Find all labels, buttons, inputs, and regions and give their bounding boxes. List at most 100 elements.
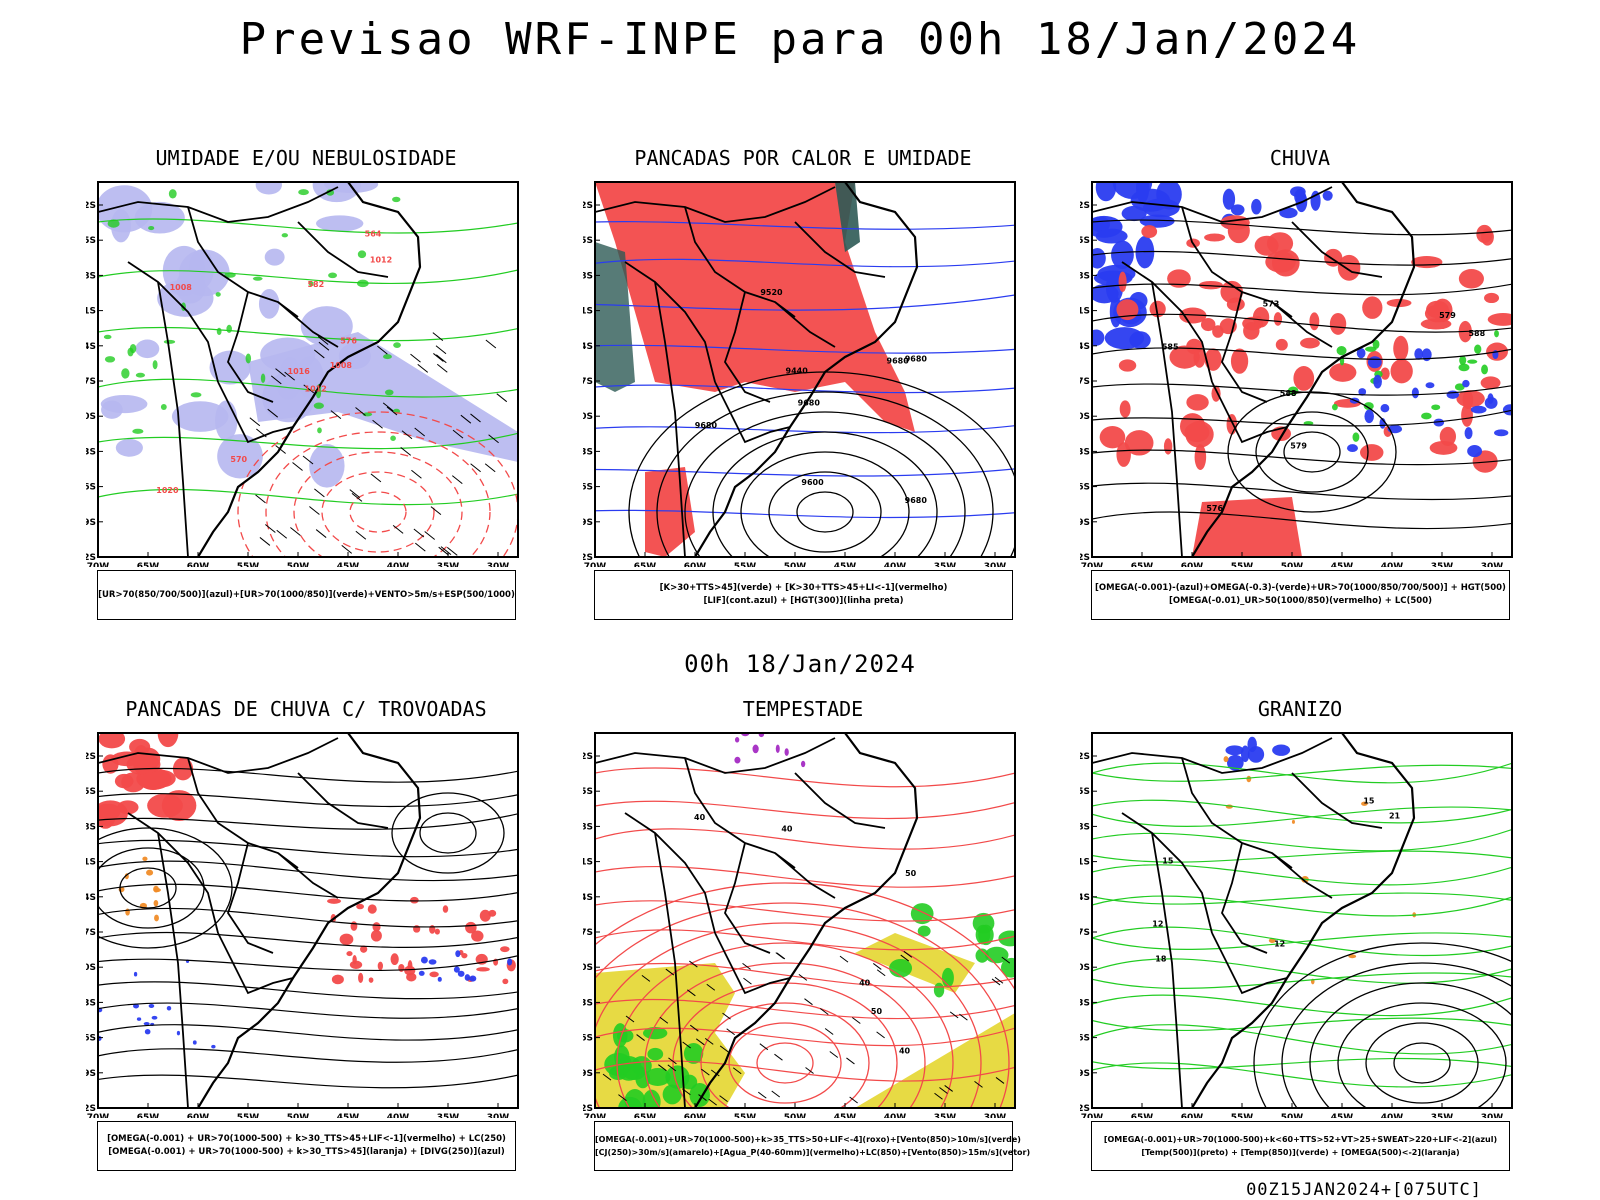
lon-tick-label: 40W — [884, 562, 907, 567]
lat-tick-label: 42S — [86, 553, 96, 563]
field-blob — [1322, 190, 1333, 201]
lat-tick-label: 42S — [1080, 553, 1090, 563]
map-frame — [1091, 181, 1513, 558]
field-blob — [1275, 338, 1288, 351]
wind-vector — [876, 969, 886, 977]
wind-vector — [687, 989, 696, 997]
field-blob — [752, 744, 759, 754]
field-blob — [1358, 388, 1367, 396]
lat-tick-label: 18S — [86, 271, 96, 281]
field-blob — [104, 356, 116, 363]
wind-vector — [275, 368, 286, 378]
contour-label: 573 — [1263, 299, 1280, 308]
wind-vector — [667, 1064, 677, 1072]
wind-vector — [424, 531, 436, 540]
country-border — [1151, 281, 1183, 557]
field-blob — [1246, 775, 1252, 783]
wind-vector — [413, 528, 425, 538]
wind-vector — [290, 527, 301, 536]
field-blob — [331, 974, 344, 985]
field-blob — [500, 946, 510, 953]
lat-tick-label: 39S — [583, 518, 593, 528]
field-blob — [1481, 364, 1488, 375]
field-blob — [1476, 224, 1493, 244]
wind-vector — [726, 1028, 735, 1036]
contour-line — [1253, 942, 1512, 1108]
field-blob — [209, 350, 251, 385]
lon-tick-label: 60W — [1181, 562, 1204, 567]
wind-vector — [903, 950, 913, 958]
field-blob — [933, 982, 945, 998]
field-blob — [1092, 284, 1119, 304]
field-blob — [1300, 337, 1320, 349]
field-blob — [398, 963, 405, 972]
field-blob — [176, 269, 206, 304]
contour-label: 579 — [1439, 311, 1456, 320]
coastline — [1191, 733, 1416, 1108]
field-blob — [734, 756, 741, 764]
wind-vector — [417, 363, 429, 373]
lat-tick-label: 39S — [1080, 518, 1090, 528]
wind-vector — [625, 1015, 635, 1023]
wind-vector — [355, 407, 366, 416]
panel-tempestade: TEMPESTADE 40 40 50 50 40 40 12S 15S 18S 21S 24S 27… — [583, 697, 1023, 1167]
lon-tick-label: 55W — [237, 1113, 260, 1118]
field-blob — [217, 434, 263, 479]
wind-vector — [400, 446, 412, 456]
field-blob — [192, 1040, 197, 1045]
wind-vector — [804, 998, 813, 1006]
wind-vector — [775, 952, 785, 960]
field-blob — [215, 400, 238, 442]
contour-line — [1393, 1042, 1451, 1084]
field-blob — [910, 903, 934, 925]
field-blob — [1346, 444, 1358, 453]
legend-line: [OMEGA(-0.01)_UR>50(1000/850)(vermelho) … — [1168, 596, 1433, 606]
wind-vector — [435, 345, 447, 355]
wind-vector — [411, 469, 422, 479]
field-blob — [327, 898, 342, 904]
lon-tick-label: 55W — [1231, 562, 1254, 567]
field-area — [855, 1013, 1015, 1108]
wind-vector — [995, 1077, 1005, 1084]
field-blob — [502, 978, 509, 985]
field-blob — [308, 281, 314, 287]
field-blob — [121, 368, 130, 379]
contour-line — [756, 1042, 814, 1084]
field-blob — [1104, 327, 1145, 350]
country-border — [1271, 301, 1333, 348]
lat-tick-label: 27S — [1080, 928, 1090, 938]
wind-vector — [496, 393, 508, 403]
field-blob — [1194, 444, 1207, 471]
field-blob — [1226, 414, 1238, 435]
contour-line — [98, 847, 205, 929]
coastline — [694, 733, 919, 1108]
field-blob — [1167, 269, 1191, 288]
contour-label: 15 — [1363, 797, 1375, 806]
field-blob — [1329, 312, 1347, 335]
streamline — [98, 931, 518, 949]
lat-tick-label: 24S — [1080, 893, 1090, 903]
contour-line — [768, 471, 882, 553]
streamline — [1092, 764, 1512, 782]
lon-tick-label: 60W — [684, 562, 707, 567]
map-svg: 9680968096809680960095209440968012S15S18… — [583, 181, 1016, 567]
streamline — [595, 1060, 1015, 1082]
lat-tick-label: 27S — [583, 377, 593, 387]
field-blob — [346, 951, 353, 957]
wind-vector — [757, 1091, 767, 1099]
lon-tick-label: 40W — [1381, 562, 1404, 567]
field-blob — [1329, 362, 1357, 382]
field-blob — [975, 948, 989, 963]
field-blob — [176, 1030, 181, 1036]
wind-vector — [719, 1095, 728, 1103]
lat-tick-label: 12S — [1080, 201, 1090, 211]
country-border — [654, 281, 686, 557]
field-blob — [437, 976, 442, 982]
field-blob — [1240, 745, 1250, 763]
field-blob — [132, 428, 144, 434]
streamline — [98, 378, 518, 398]
lon-tick-label: 65W — [1131, 562, 1154, 567]
contour-label: 50 — [905, 869, 917, 878]
coastline — [1191, 182, 1416, 557]
streamline — [595, 468, 1015, 477]
